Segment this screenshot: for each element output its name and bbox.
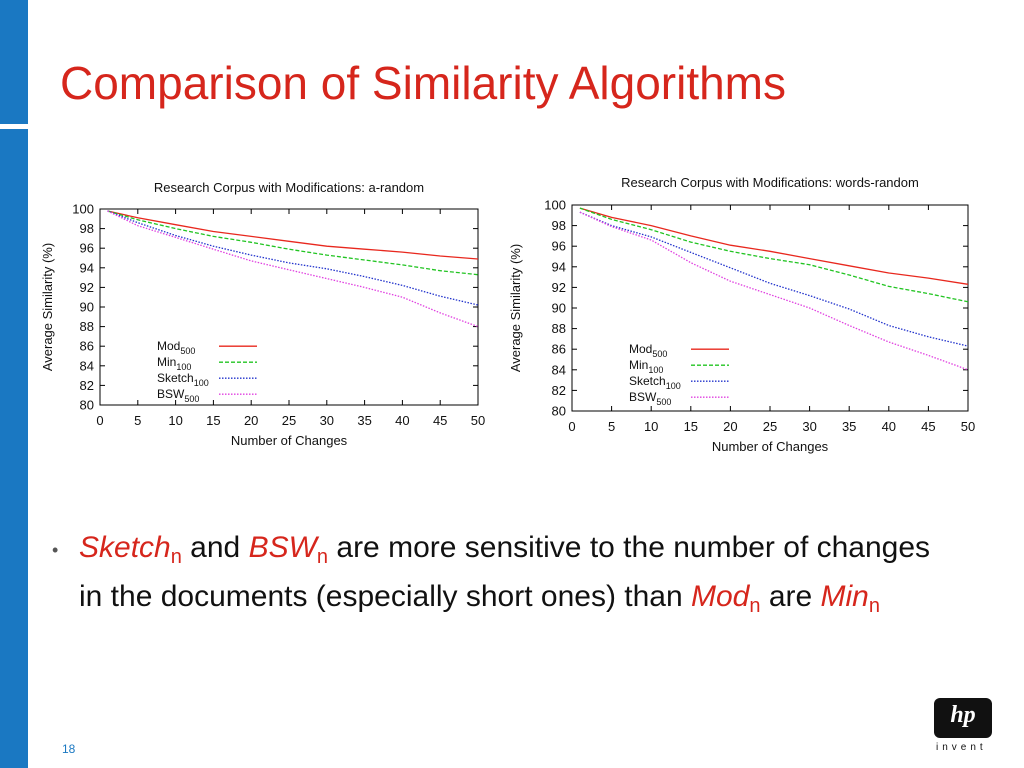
hp-logo: hp invent (934, 698, 994, 758)
chart-svg: Research Corpus with Modifications: word… (508, 175, 975, 454)
term-mod: Mod (691, 580, 750, 613)
series-line-mod (107, 210, 479, 260)
x-tick-label: 25 (282, 413, 296, 428)
y-tick-label: 86 (552, 342, 566, 357)
term-bsw-subscript: n (316, 546, 329, 568)
text-and: and (181, 531, 249, 564)
chart-title: Research Corpus with Modifications: word… (621, 175, 919, 190)
x-tick-label: 50 (961, 419, 975, 434)
term-min: Min (820, 580, 869, 613)
y-tick-label: 82 (80, 378, 94, 393)
x-tick-label: 20 (723, 419, 737, 434)
chart-svg: Research Corpus with Modifications: a-ra… (40, 180, 485, 448)
legend-label: Min100 (157, 355, 191, 372)
x-tick-label: 10 (644, 419, 658, 434)
y-tick-label: 92 (552, 280, 566, 295)
y-tick-label: 86 (80, 339, 94, 354)
term-sketch-subscript: n (170, 546, 182, 568)
x-tick-label: 0 (568, 419, 575, 434)
y-tick-label: 94 (552, 259, 566, 274)
y-tick-label: 98 (80, 221, 94, 236)
series-line-min (579, 207, 969, 303)
y-tick-label: 96 (80, 241, 94, 256)
x-tick-label: 5 (608, 419, 615, 434)
hp-logo-letters: hp (950, 702, 976, 728)
legend-label: Mod500 (629, 342, 667, 359)
slide-title: Comparison of Similarity Algorithms (60, 57, 787, 109)
term-mod-subscript: n (749, 595, 761, 617)
bullet-text: Sketchn and BSWn are more sensitive to t… (79, 528, 939, 626)
bullet-dot: • (52, 540, 59, 560)
x-axis-label: Number of Changes (712, 439, 829, 454)
series-line-min (107, 210, 479, 276)
term-bsw: BSW (248, 531, 317, 564)
x-tick-label: 35 (842, 419, 856, 434)
y-tick-label: 88 (80, 319, 94, 334)
x-tick-label: 15 (206, 413, 220, 428)
page-number: 18 (62, 742, 76, 756)
legend-label: Sketch100 (629, 374, 681, 391)
series-line-sketch (107, 210, 479, 306)
y-tick-label: 84 (80, 358, 94, 373)
legend-label: BSW500 (157, 387, 199, 404)
y-tick-label: 90 (552, 301, 566, 316)
sidebar-divider (0, 124, 28, 129)
x-tick-label: 5 (134, 413, 141, 428)
y-tick-label: 80 (552, 404, 566, 419)
sidebar-bar (0, 0, 28, 768)
y-tick-label: 94 (80, 260, 94, 275)
hp-logo-badge: hp (934, 698, 992, 738)
y-axis-label: Average Similarity (%) (508, 244, 523, 372)
x-tick-label: 10 (168, 413, 182, 428)
series-line-bsw (107, 210, 479, 328)
x-axis-label: Number of Changes (231, 433, 348, 448)
x-tick-label: 40 (882, 419, 896, 434)
x-tick-label: 40 (395, 413, 409, 428)
x-tick-label: 0 (96, 413, 103, 428)
y-tick-label: 100 (544, 198, 566, 213)
x-tick-label: 35 (357, 413, 371, 428)
term-sketch: Sketch (79, 531, 171, 564)
y-tick-label: 100 (72, 202, 94, 217)
y-tick-label: 82 (552, 383, 566, 398)
series-line-sketch (579, 211, 969, 347)
y-tick-label: 88 (552, 321, 566, 336)
y-tick-label: 90 (80, 300, 94, 315)
x-tick-label: 15 (684, 419, 698, 434)
text-sensitivity: are more sensitive to the number of chan… (79, 531, 931, 613)
y-tick-label: 92 (80, 280, 94, 295)
legend-label: Sketch100 (157, 371, 209, 388)
x-tick-label: 25 (763, 419, 777, 434)
term-min-subscript: n (868, 595, 880, 617)
y-tick-label: 80 (80, 398, 94, 413)
legend-label: Mod500 (157, 339, 195, 356)
y-tick-label: 98 (552, 218, 566, 233)
x-tick-label: 20 (244, 413, 258, 428)
series-line-bsw (579, 211, 969, 371)
chart-words-random: Research Corpus with Modifications: word… (506, 168, 984, 468)
legend-label: BSW500 (629, 390, 671, 407)
y-axis-label: Average Similarity (%) (40, 243, 55, 371)
x-tick-label: 30 (802, 419, 816, 434)
y-tick-label: 84 (552, 362, 566, 377)
text-are: are (760, 580, 821, 613)
chart-title: Research Corpus with Modifications: a-ra… (154, 180, 424, 195)
y-tick-label: 96 (552, 239, 566, 254)
legend-label: Min100 (629, 358, 663, 375)
series-line-mod (579, 207, 969, 285)
x-tick-label: 45 (921, 419, 935, 434)
x-tick-label: 50 (471, 413, 485, 428)
hp-logo-tagline: invent (936, 742, 987, 753)
x-tick-label: 45 (433, 413, 447, 428)
chart-a-random: Research Corpus with Modifications: a-ra… (38, 170, 500, 460)
x-tick-label: 30 (320, 413, 334, 428)
